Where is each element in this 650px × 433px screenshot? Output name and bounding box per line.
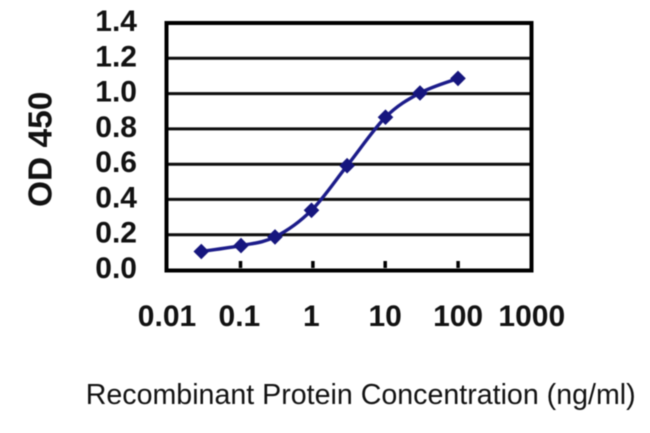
svg-text:0.4: 0.4 xyxy=(95,181,137,214)
svg-text:0.2: 0.2 xyxy=(95,217,137,250)
svg-text:1.2: 1.2 xyxy=(95,40,137,73)
svg-text:0.0: 0.0 xyxy=(95,252,137,285)
svg-text:Recombinant Protein Concentrat: Recombinant Protein Concentration (ng/ml… xyxy=(86,379,636,411)
svg-text:0.6: 0.6 xyxy=(95,146,137,179)
svg-text:0.8: 0.8 xyxy=(95,111,137,144)
svg-text:1000: 1000 xyxy=(498,300,565,333)
svg-text:1: 1 xyxy=(303,300,320,333)
svg-text:1.0: 1.0 xyxy=(95,76,137,109)
svg-text:1.4: 1.4 xyxy=(95,5,137,38)
svg-text:0.1: 0.1 xyxy=(219,300,261,333)
svg-text:10: 10 xyxy=(369,300,402,333)
svg-text:0.01: 0.01 xyxy=(138,300,196,333)
svg-text:OD 450: OD 450 xyxy=(23,92,60,207)
svg-text:100: 100 xyxy=(433,300,483,333)
